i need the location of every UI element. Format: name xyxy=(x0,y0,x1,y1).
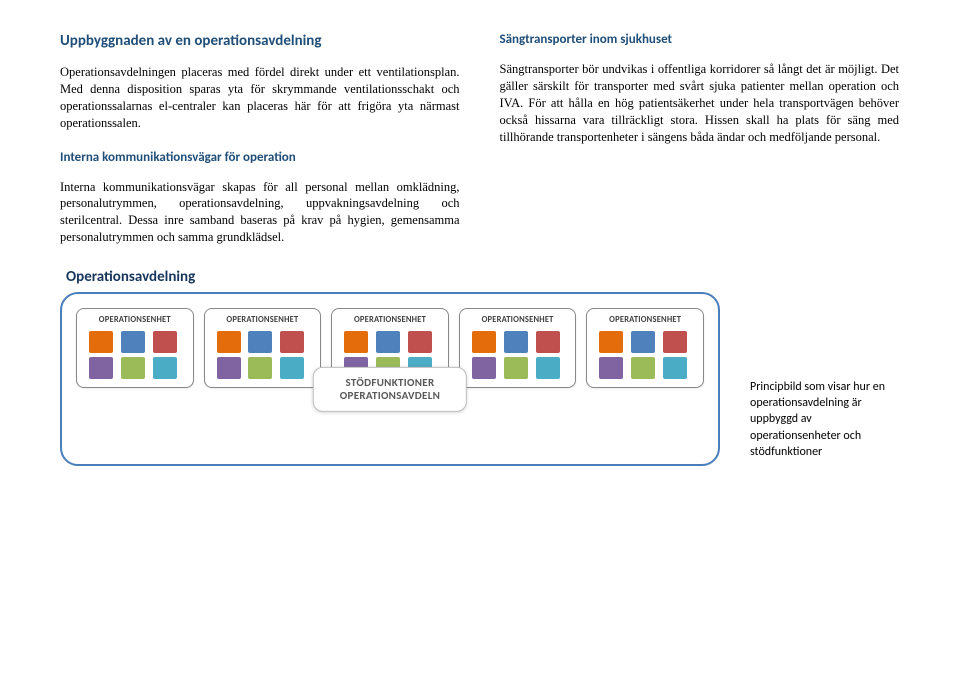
diagram-center-label: STÖDFUNKTIONER OPERATIONSAVDELN xyxy=(313,367,467,411)
square-icon xyxy=(153,331,177,353)
square-icon xyxy=(472,357,496,379)
diagram-outer-box: OPERATIONSENHET OPERATIONSENHET xyxy=(60,292,720,466)
square-icon xyxy=(631,357,655,379)
square-icon xyxy=(631,331,655,353)
heading-main-right: Sängtransporter inom sjukhuset xyxy=(500,32,900,47)
square-icon xyxy=(89,331,113,353)
unit-label: OPERATIONSENHET xyxy=(211,315,315,325)
square-icon xyxy=(599,331,623,353)
paragraph-right-1: Sängtransporter bör undvikas i offentlig… xyxy=(500,61,900,145)
square-icon xyxy=(280,357,304,379)
unit-label: OPERATIONSENHET xyxy=(466,315,570,325)
operation-unit: OPERATIONSENHET xyxy=(586,308,704,388)
operation-unit: OPERATIONSENHET xyxy=(204,308,322,388)
square-icon xyxy=(536,357,560,379)
square-icon xyxy=(376,331,400,353)
square-icon xyxy=(280,331,304,353)
square-icon xyxy=(408,331,432,353)
operation-unit: OPERATIONSENHET xyxy=(76,308,194,388)
unit-grid xyxy=(466,331,570,379)
unit-grid xyxy=(83,331,187,379)
diagram-caption: Principbild som visar hur en operationsa… xyxy=(750,379,899,466)
paragraph-left-2: Interna kommunikationsvägar skapas för a… xyxy=(60,179,460,247)
diagram-title: Operationsavdelning xyxy=(66,268,720,286)
square-icon xyxy=(504,331,528,353)
square-icon xyxy=(217,357,241,379)
center-line-1: STÖDFUNKTIONER xyxy=(340,376,440,389)
square-icon xyxy=(344,331,368,353)
square-icon xyxy=(472,331,496,353)
heading-sub-left: Interna kommunikationsvägar för operatio… xyxy=(60,150,460,165)
heading-main-left: Uppbyggnaden av en operationsavdelning xyxy=(60,32,460,50)
square-icon xyxy=(248,331,272,353)
diagram-container: Operationsavdelning OPERATIONSENHET xyxy=(60,268,720,466)
operation-unit: OPERATIONSENHET xyxy=(459,308,577,388)
center-line-2: OPERATIONSAVDELN xyxy=(340,389,440,402)
unit-label: OPERATIONSENHET xyxy=(338,315,442,325)
square-icon xyxy=(504,357,528,379)
unit-grid xyxy=(211,331,315,379)
square-icon xyxy=(663,331,687,353)
unit-label: OPERATIONSENHET xyxy=(83,315,187,325)
square-icon xyxy=(663,357,687,379)
square-icon xyxy=(121,357,145,379)
square-icon xyxy=(153,357,177,379)
paragraph-left-1: Operationsavdelningen placeras med förde… xyxy=(60,64,460,132)
square-icon xyxy=(599,357,623,379)
square-icon xyxy=(89,357,113,379)
square-icon xyxy=(536,331,560,353)
square-icon xyxy=(248,357,272,379)
unit-label: OPERATIONSENHET xyxy=(593,315,697,325)
unit-grid xyxy=(593,331,697,379)
square-icon xyxy=(121,331,145,353)
square-icon xyxy=(217,331,241,353)
